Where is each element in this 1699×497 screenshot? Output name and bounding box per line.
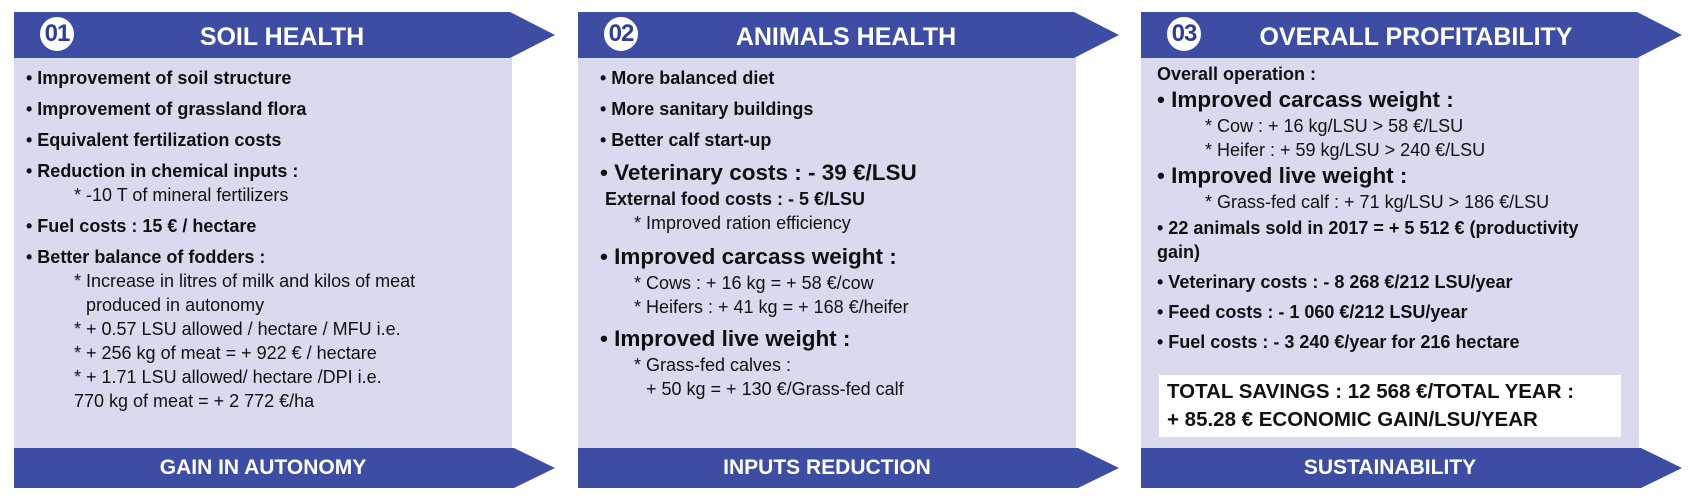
bullet-item: • Fuel costs : 15 € / hectare	[26, 216, 257, 236]
economic-gain-line: + 85.28 € ECONOMIC GAIN/LSU/YEAR	[1167, 408, 1538, 431]
footer-label: GAIN IN AUTONOMY	[159, 456, 367, 479]
bullet-item: • 22 animals sold in 2017 = + 5 512 € (p…	[1157, 218, 1579, 238]
bullet-item: • More sanitary buildings	[600, 99, 814, 119]
panel-content: • More balanced diet • More sanitary bui…	[600, 66, 1090, 401]
footer-banner: SUSTAINABILITY	[1141, 448, 1682, 488]
sub-item: produced in autonomy	[86, 295, 265, 315]
bullet-item: • Improvement of grassland flora	[26, 99, 307, 119]
bullet-item: • Improved carcass weight :	[1157, 87, 1454, 112]
sub-item: * Improved ration efficiency	[634, 213, 851, 233]
panel-animals-health: 02 ANIMALS HEALTH • More balanced diet •…	[578, 12, 1119, 488]
bullet-item: • Better balance of fodders :	[26, 247, 266, 267]
sub-item: * Heifers : + 41 kg = + 168 €/heifer	[634, 297, 909, 317]
bullet-item: • More balanced diet	[600, 68, 775, 88]
header-banner: 02 ANIMALS HEALTH	[578, 12, 1119, 58]
panel-title: ANIMALS HEALTH	[735, 23, 957, 51]
bullet-item: gain)	[1157, 242, 1200, 262]
bullet-item: • Veterinary costs : - 8 268 €/212 LSU/y…	[1157, 272, 1513, 292]
sub-item: * + 256 kg of meat = + 922 € / hectare	[74, 343, 377, 363]
sub-item: * Grass-fed calves :	[634, 355, 792, 375]
panel-soil-health: 01 SOIL HEALTH • Improvement of soil str…	[14, 12, 555, 488]
bullet-item: • Fuel costs : - 3 240 €/year for 216 he…	[1157, 332, 1520, 352]
sub-item: 770 kg of meat = + 2 772 €/ha	[74, 391, 315, 411]
header-banner: 01 SOIL HEALTH	[14, 12, 555, 58]
panel-overall-profitability: 03 OVERALL PROFITABILITY Overall operati…	[1141, 12, 1682, 488]
footer-label: INPUTS REDUCTION	[723, 456, 931, 479]
bullet-item: • Veterinary costs : - 39 €/LSU	[600, 160, 917, 185]
footer-label: SUSTAINABILITY	[1303, 456, 1477, 479]
bullet-item: • Feed costs : - 1 060 €/212 LSU/year	[1157, 302, 1468, 322]
panel-title: SOIL HEALTH	[199, 23, 365, 51]
panel-number-badge: 02	[602, 15, 640, 53]
sub-item: * -10 T of mineral fertilizers	[74, 185, 289, 205]
total-savings-box: TOTAL SAVINGS : 12 568 €/TOTAL YEAR : + …	[1159, 375, 1621, 437]
panel-background	[578, 57, 1076, 455]
sub-item: * + 0.57 LSU allowed / hectare / MFU i.e…	[74, 319, 401, 339]
intro-text: Overall operation :	[1157, 64, 1317, 84]
bullet-item: • Better calf start-up	[600, 130, 772, 150]
sub-item: * Grass-fed calf : + 71 kg/LSU > 186 €/L…	[1205, 192, 1550, 212]
panel-number-badge: 03	[1165, 15, 1203, 53]
panel-content: Overall operation : • Improved carcass w…	[1157, 62, 1647, 354]
sub-item: External food costs : - 5 €/LSU	[605, 189, 866, 209]
bullet-item: • Improved carcass weight :	[600, 244, 897, 269]
panel-number-badge: 01	[38, 15, 76, 53]
sub-item: * Cows : + 16 kg = + 58 €/cow	[634, 273, 874, 293]
total-savings-line: TOTAL SAVINGS : 12 568 €/TOTAL YEAR :	[1167, 380, 1575, 403]
bullet-item: • Improved live weight :	[1157, 163, 1408, 188]
bullet-item: • Equivalent fertilization costs	[26, 130, 282, 150]
bullet-item: • Reduction in chemical inputs :	[26, 161, 299, 181]
sub-item: * Cow : + 16 kg/LSU > 58 €/LSU	[1205, 116, 1464, 136]
sub-item: * Increase in litres of milk and kilos o…	[74, 271, 416, 291]
bullet-item: • Improved live weight :	[600, 326, 851, 351]
header-banner: 03 OVERALL PROFITABILITY	[1141, 12, 1682, 58]
sub-item: * Heifer : + 59 kg/LSU > 240 €/LSU	[1205, 140, 1486, 160]
footer-banner: GAIN IN AUTONOMY	[14, 448, 555, 488]
sub-item: * + 1.71 LSU allowed/ hectare /DPI i.e.	[74, 367, 382, 387]
panel-background	[14, 57, 512, 455]
bullet-item: • Improvement of soil structure	[26, 68, 292, 88]
panel-content: • Improvement of soil structure • Improv…	[26, 66, 516, 413]
panel-title: OVERALL PROFITABILITY	[1259, 23, 1573, 51]
sub-item: + 50 kg = + 130 €/Grass-fed calf	[646, 379, 904, 399]
footer-banner: INPUTS REDUCTION	[578, 448, 1119, 488]
